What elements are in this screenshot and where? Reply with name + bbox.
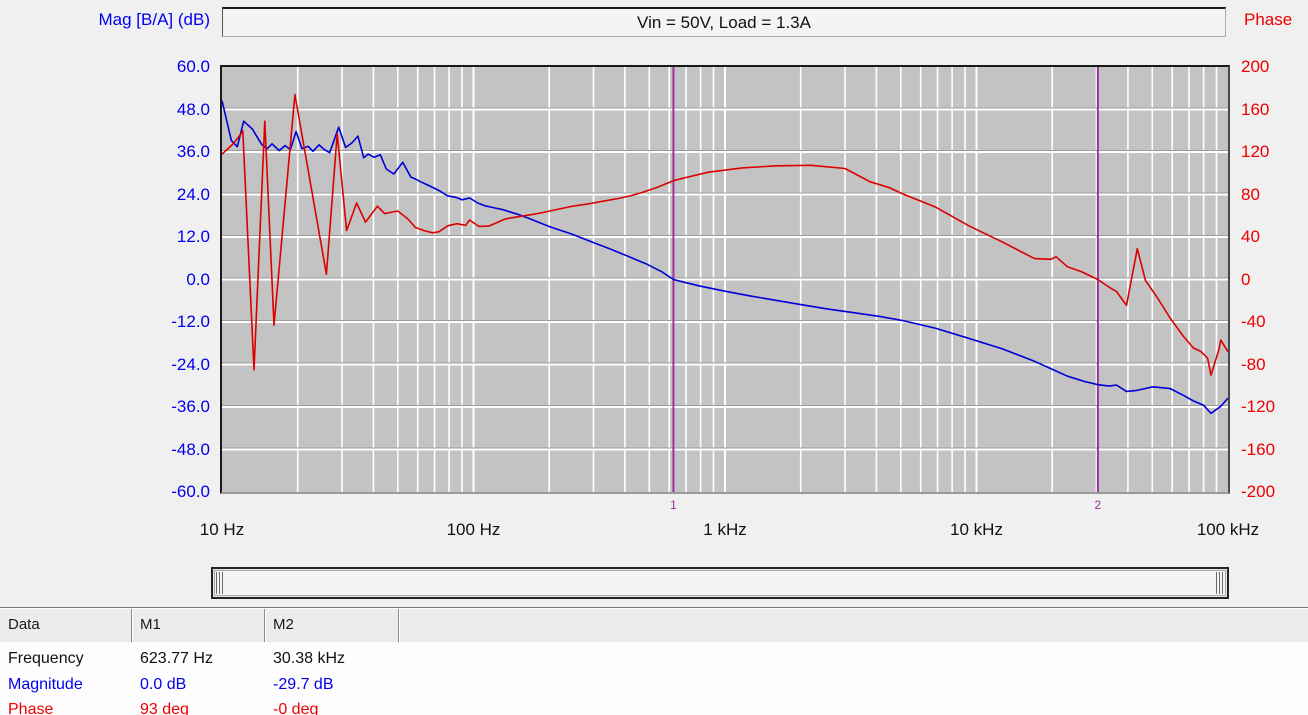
phase-tick-label: 120 bbox=[1241, 142, 1270, 161]
table-header-m1: M1 bbox=[140, 616, 161, 633]
mag-tick-label: 24.0 bbox=[176, 184, 210, 204]
phase-tick-label: -40 bbox=[1241, 312, 1266, 331]
frequency-row-label: Frequency bbox=[8, 650, 84, 667]
phase-tick-label: 40 bbox=[1241, 227, 1260, 246]
header-separator bbox=[131, 609, 132, 642]
phase-tick-label: -120 bbox=[1241, 397, 1276, 416]
freq-scrollbar[interactable] bbox=[211, 567, 1229, 599]
freq-tick-label: 10 Hz bbox=[199, 520, 245, 539]
magnitude-m2-value: -29.7 dB bbox=[273, 675, 334, 693]
table-header-data: Data bbox=[8, 616, 40, 633]
marker-table-header: Data M1 M2 bbox=[0, 608, 1308, 643]
phase-m1-value: 93 deg bbox=[140, 701, 189, 715]
scrollbar-right-grip[interactable] bbox=[1216, 572, 1224, 594]
freq-tick-label: 100 Hz bbox=[446, 520, 501, 539]
phase-tick-label: -200 bbox=[1241, 482, 1276, 501]
mag-tick-label: 36.0 bbox=[176, 142, 210, 161]
mag-tick-label: 12.0 bbox=[176, 227, 210, 246]
phase-curve bbox=[221, 93, 1229, 376]
header-separator bbox=[398, 609, 399, 642]
marker-table-body: Frequency 623.77 Hz 30.38 kHz Magnitude 0.0 … bbox=[0, 642, 1308, 715]
phase-tick-label: 80 bbox=[1241, 184, 1260, 204]
mag-axis-title: Mag [B/A] (dB) bbox=[98, 10, 210, 29]
phase-tick-label: -80 bbox=[1241, 354, 1266, 374]
table-row-frequency: Frequency 623.77 Hz 30.38 kHz bbox=[0, 646, 1308, 671]
mag-tick-label: 60.0 bbox=[176, 57, 210, 76]
phase-tick-label: 160 bbox=[1241, 99, 1270, 119]
table-row-phase: Phase 93 deg -0 deg bbox=[0, 697, 1308, 715]
table-header-m2: M2 bbox=[273, 616, 294, 633]
mag-tick-label: 0.0 bbox=[186, 269, 210, 289]
bode-plot-canvas[interactable] bbox=[221, 67, 1229, 492]
phase-row-label: Phase bbox=[8, 701, 54, 715]
frequency-m1-value: 623.77 Hz bbox=[140, 650, 213, 667]
plot-title: Vin = 50V, Load = 1.3A bbox=[637, 13, 811, 32]
mag-tick-label: -48.0 bbox=[171, 439, 210, 459]
freq-tick-label: 10 kHz bbox=[950, 520, 1003, 539]
mag-tick-label: -60.0 bbox=[171, 482, 210, 501]
marker-2-label: 2 bbox=[1094, 498, 1102, 512]
mag-tick-label: -24.0 bbox=[171, 354, 210, 374]
table-top-divider bbox=[0, 607, 1308, 608]
phase-tick-label: 200 bbox=[1241, 57, 1270, 76]
frequency-m2-value: 30.38 kHz bbox=[273, 650, 346, 667]
freq-scrollbar-track[interactable] bbox=[214, 570, 1226, 596]
plot-title-box: Vin = 50V, Load = 1.3A bbox=[222, 7, 1226, 37]
scrollbar-left-grip[interactable] bbox=[216, 572, 224, 594]
header-separator bbox=[264, 609, 265, 642]
phase-m2-value: -0 deg bbox=[273, 701, 319, 715]
freq-tick-label: 1 kHz bbox=[703, 520, 747, 539]
magnitude-row-label: Magnitude bbox=[8, 675, 83, 693]
magnitude-m1-value: 0.0 dB bbox=[140, 675, 187, 693]
mag-tick-label: -12.0 bbox=[171, 312, 210, 331]
marker-1-label: 1 bbox=[670, 498, 677, 512]
table-row-magnitude: Magnitude 0.0 dB -29.7 dB bbox=[0, 672, 1308, 697]
magnitude-curve bbox=[221, 100, 1229, 415]
freq-tick-label: 100 kHz bbox=[1196, 520, 1260, 539]
bode-plot-area[interactable] bbox=[220, 65, 1230, 494]
phase-tick-label: -160 bbox=[1241, 439, 1276, 459]
mag-tick-label: -36.0 bbox=[171, 397, 210, 416]
phase-axis-title: Phase bbox=[1244, 10, 1293, 29]
mag-tick-label: 48.0 bbox=[176, 99, 210, 119]
phase-tick-label: 0 bbox=[1241, 269, 1251, 289]
